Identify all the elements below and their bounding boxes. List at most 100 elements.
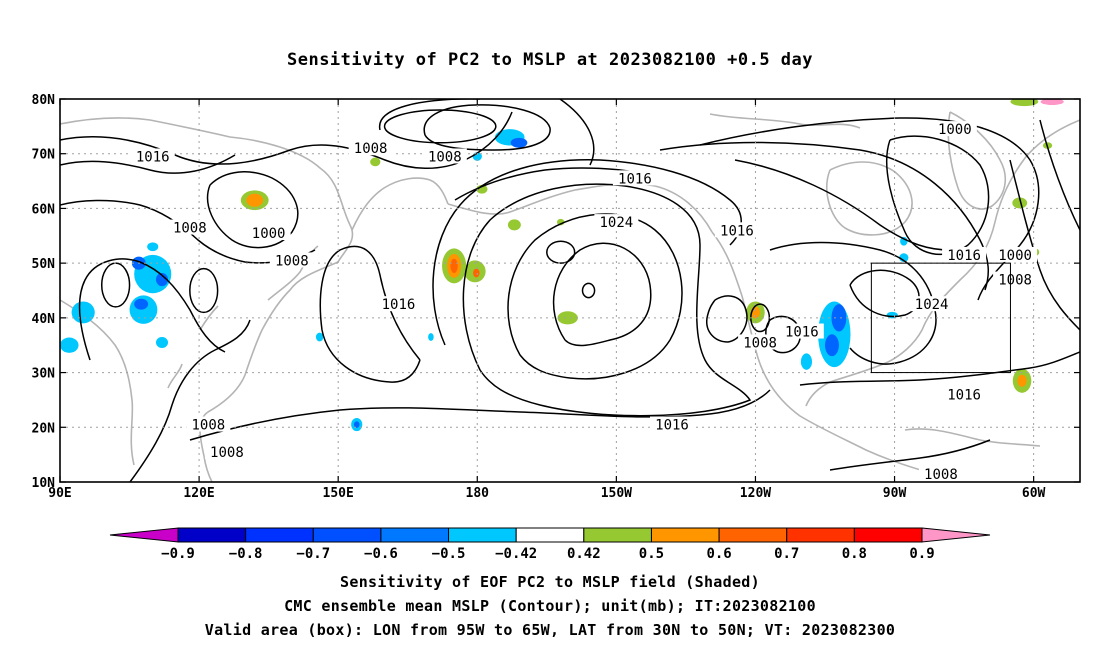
contour-labels: 1016 1008 1008 1016 1000 1008 1000 1008 1024 1016…: [130, 121, 1038, 483]
contour-1008-siberia: [60, 199, 316, 264]
colorbar-box-5: [448, 527, 517, 543]
sensitivity-patch-27: [71, 301, 95, 324]
contour-label-10: 1016: [376, 296, 421, 313]
colorbar-arrow-low: [109, 527, 179, 543]
contour-north-pacific-high-mid: [507, 213, 683, 380]
contour-label-text-18: 1016: [655, 418, 689, 434]
contour-label-text-3: 1016: [618, 171, 652, 187]
colorbar-label-8: 0.6: [706, 546, 731, 562]
sensitivity-patch-28: [60, 337, 79, 353]
closed-contour-3: [189, 267, 219, 314]
contour-label-text-10: 1016: [382, 297, 416, 313]
contour-label-text-11: 1016: [947, 248, 981, 264]
closed-contour-1: [546, 240, 576, 264]
contour-label-text-12: 1000: [998, 248, 1032, 264]
x-tick-label-1: 120E: [183, 486, 214, 501]
x-tick-label-4: 150W: [601, 486, 632, 501]
colorbar-arrow-high: [921, 527, 991, 543]
x-tick-label-7: 60W: [1022, 486, 1046, 501]
sensitivity-patch-29: [155, 337, 169, 348]
contour-label-text-15: 1016: [785, 325, 819, 341]
contour-label-14: 1024: [909, 296, 954, 313]
contour-1016-bering: [454, 167, 651, 201]
coastline-north-america-west: [711, 231, 951, 479]
sensitivity-patch-6: [473, 268, 480, 278]
sensitivity-patch-33: [825, 334, 839, 357]
sensitivity-shading: [60, 99, 1064, 432]
contour-label-0: 1016: [130, 148, 175, 165]
contour-1008-us-west: [706, 295, 748, 343]
contour-label-18: 1016: [650, 416, 694, 434]
colorbar-box-2: [245, 527, 314, 543]
sensitivity-patch-1: [246, 193, 264, 207]
contour-north-pacific-1016: [432, 159, 742, 346]
y-tick-label-0: 10N: [32, 476, 56, 491]
contour-label-text-4: 1000: [938, 122, 972, 138]
page-title: Sensitivity of PC2 to MSLP at 2023082100…: [286, 50, 813, 70]
colorbar-box-8: [650, 527, 720, 543]
contour-1008-atlantic-north: [659, 141, 990, 291]
contour-label-text-17: 1016: [947, 387, 981, 403]
colorbar-label-1: −0.8: [229, 546, 263, 562]
colorbar-box-11: [853, 527, 923, 543]
colorbar-label-10: 0.8: [842, 546, 867, 562]
colorbar-label-9: 0.7: [774, 546, 799, 562]
sensitivity-patch-34: [800, 353, 813, 370]
valid-area-box: [870, 262, 1011, 374]
contour-label-text-7: 1008: [275, 253, 309, 269]
contour-label-19: 1008: [186, 416, 231, 434]
y-tick-label-4: 50N: [32, 257, 56, 272]
colorbar-label-0: −0.9: [161, 546, 195, 562]
sensitivity-patch-4: [450, 258, 458, 273]
x-tick-label-3: 180: [466, 486, 490, 501]
contour-1000-okhotsk: [206, 171, 299, 249]
sensitivity-patch-26: [134, 298, 149, 310]
contour-arctic-high-outer: [379, 99, 595, 166]
contour-label-8: 1024: [594, 214, 639, 231]
colorbar-label-7: 0.5: [639, 546, 664, 562]
sensitivity-patch-20: [510, 137, 528, 148]
y-tick-label-1: 20N: [32, 421, 56, 436]
colorbar-box-3: [312, 527, 382, 543]
contour-label-2: 1008: [422, 148, 467, 165]
contour-1016-west-pacific: [319, 245, 421, 383]
x-tick-label-2: 150E: [323, 486, 354, 501]
contour-label-text-20: 1008: [210, 445, 244, 461]
closed-contour-2: [581, 282, 596, 299]
contour-label-4: 1000: [932, 121, 977, 138]
sensitivity-patch-30: [147, 242, 159, 252]
coastline-kamchatka: [351, 177, 449, 231]
colorbar-box-7: [583, 527, 652, 543]
axis-labels: 90E 120E 150E 180 150W 120W 90W 60W 10N 20N 30N 40N…: [32, 93, 1046, 501]
colorbar-box-10: [786, 527, 855, 543]
colorbar-label-6: 0.42: [567, 546, 601, 562]
contour-label-text-8: 1024: [600, 215, 634, 231]
contour-label-text-2: 1008: [428, 149, 462, 165]
contour-label-text-13: 1008: [998, 273, 1032, 289]
contour-atlantic-east: [1009, 119, 1080, 331]
sensitivity-patch-42: [1010, 99, 1039, 107]
contour-1016-arctic: [60, 154, 236, 174]
contour-1008-south-asia: [129, 319, 251, 482]
contour-label-3: 1016: [612, 170, 657, 187]
caption-line-3: Valid area (box): LON from 95W to 65W, L…: [204, 621, 896, 639]
sensitivity-patch-16: [1012, 197, 1028, 209]
contour-1000-canada-low: [886, 135, 990, 256]
contour-1024-east-high: [849, 269, 920, 318]
x-tick-label-6: 90W: [883, 486, 907, 501]
contour-label-9: 1016: [714, 222, 759, 239]
contour-label-text-0: 1016: [136, 149, 170, 165]
sensitivity-patch-11: [557, 311, 578, 325]
colorbar-label-3: −0.6: [364, 546, 398, 562]
contour-label-1: 1008: [348, 140, 393, 157]
contour-label-12: 1000: [993, 246, 1038, 264]
colorbar-label-11: 0.9: [909, 546, 934, 562]
contour-label-16: 1008: [738, 334, 783, 351]
contour-1008-asia-interior: [78, 258, 226, 361]
x-tick-label-5: 120W: [740, 486, 771, 501]
y-tick-label-3: 40N: [32, 312, 56, 327]
contour-1016-canada: [734, 159, 951, 251]
contour-label-text-6: 1000: [252, 226, 286, 242]
contour-label-21: 1008: [918, 465, 963, 483]
colorbar: −0.9 −0.8 −0.7 −0.6 −0.5 −0.42 0.42 0.5 0.6 0.7 0.…: [109, 527, 991, 562]
